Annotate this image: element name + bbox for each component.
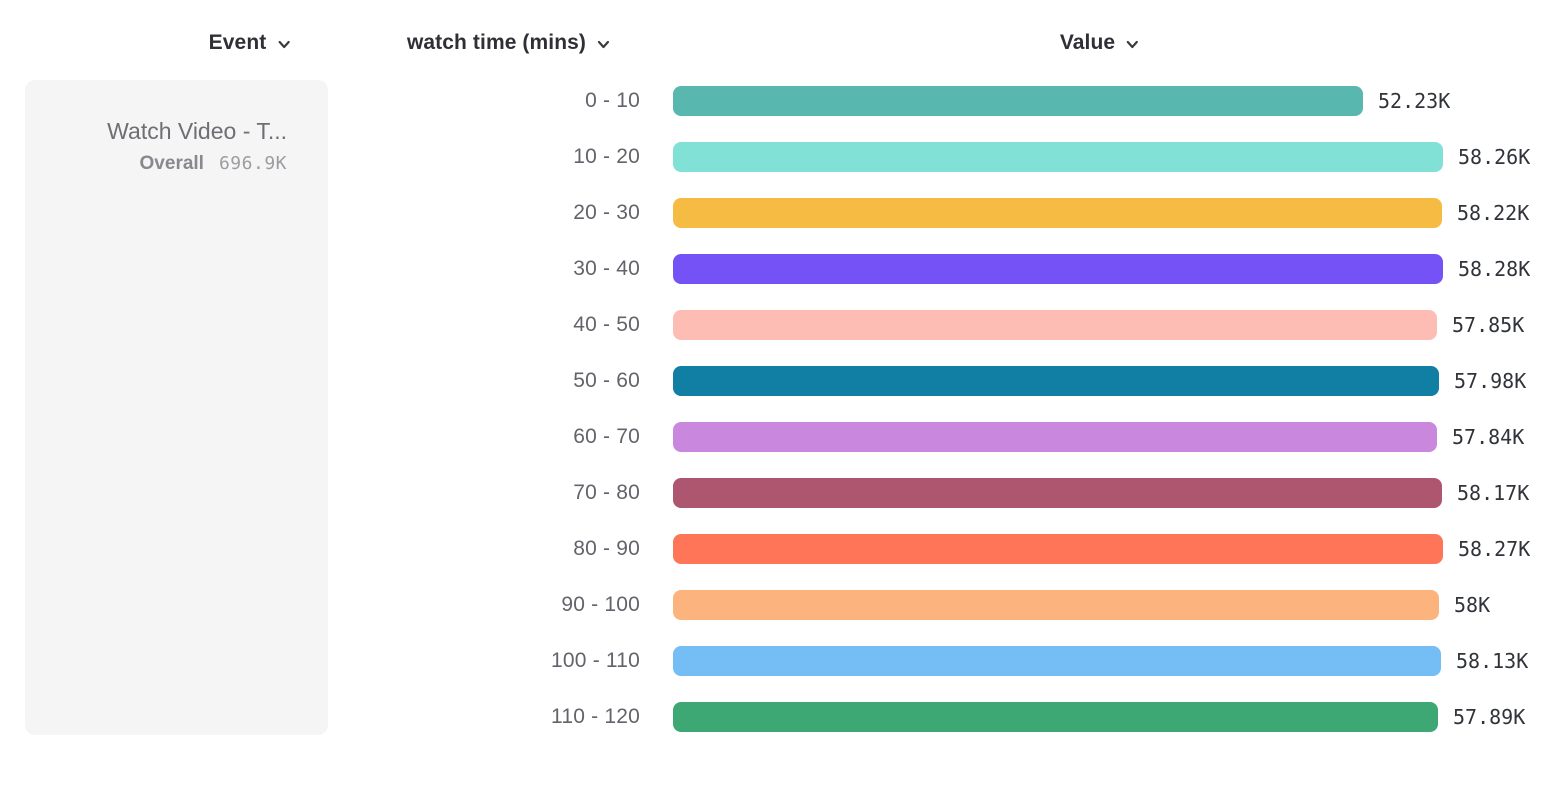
bar-segment[interactable] xyxy=(673,366,1439,396)
category-label: 80 - 90 xyxy=(573,537,640,560)
category-label: 100 - 110 xyxy=(551,649,640,672)
category-label: 30 - 40 xyxy=(573,257,640,280)
chart-row: 80 - 90 58.27K xyxy=(0,534,1568,564)
category-label: 40 - 50 xyxy=(573,313,640,336)
bar-value-label: 52.23K xyxy=(1378,89,1451,113)
category-label: 90 - 100 xyxy=(561,593,640,616)
bar-segment[interactable] xyxy=(673,142,1443,172)
chart-row: 50 - 60 57.98K xyxy=(0,366,1568,396)
column-header-event-label: Event xyxy=(208,31,267,54)
event-title: Watch Video - T... xyxy=(107,118,287,144)
category-label: 10 - 20 xyxy=(573,145,640,168)
bar-value-label: 58.22K xyxy=(1457,201,1530,225)
chevron-down-icon xyxy=(1127,40,1139,49)
overall-label: Overall xyxy=(139,153,204,174)
category-label: 0 - 10 xyxy=(585,89,640,112)
bar-value-label: 57.89K xyxy=(1453,705,1526,729)
chart-row: 60 - 70 57.84K xyxy=(0,422,1568,452)
category-label: 50 - 60 xyxy=(573,369,640,392)
bar-segment[interactable] xyxy=(673,86,1363,116)
chart-row: 10 - 20 58.26K xyxy=(0,142,1568,172)
chart-row: 40 - 50 57.85K xyxy=(0,310,1568,340)
bar-value-label: 57.85K xyxy=(1452,313,1525,337)
bar-segment[interactable] xyxy=(673,590,1439,620)
chart-row: 30 - 40 58.28K xyxy=(0,254,1568,284)
bar-segment[interactable] xyxy=(673,646,1441,676)
category-label: 60 - 70 xyxy=(573,425,640,448)
bar-segment[interactable] xyxy=(673,310,1437,340)
column-header-value[interactable]: Value xyxy=(1060,27,1140,59)
bar-value-label: 58.17K xyxy=(1457,481,1530,505)
bar-segment[interactable] xyxy=(673,198,1442,228)
chevron-down-icon xyxy=(278,40,290,49)
bar-value-label: 57.84K xyxy=(1452,425,1525,449)
bar-value-label: 58K xyxy=(1454,593,1491,617)
overall-value: 696.9K xyxy=(218,153,287,174)
column-header-event[interactable]: Event xyxy=(209,27,292,59)
event-overall-row: Overall 696.9K xyxy=(25,153,287,175)
chart-row: 0 - 10 52.23K xyxy=(0,86,1568,116)
chart-row: 110 - 120 57.89K xyxy=(0,702,1568,732)
event-card[interactable]: Watch Video - T... Overall 696.9K xyxy=(25,80,328,735)
column-header-value-label: Value xyxy=(1059,31,1116,54)
chart-row: 20 - 30 58.22K xyxy=(0,198,1568,228)
category-label: 20 - 30 xyxy=(573,201,640,224)
chart-row: 100 - 110 58.13K xyxy=(0,646,1568,676)
bar-value-label: 58.28K xyxy=(1458,257,1531,281)
bar-value-label: 58.13K xyxy=(1456,649,1529,673)
bar-value-label: 58.26K xyxy=(1458,145,1531,169)
bar-segment[interactable] xyxy=(673,254,1443,284)
chart-row: 70 - 80 58.17K xyxy=(0,478,1568,508)
column-header-breakdown[interactable]: watch time (mins) xyxy=(407,27,611,59)
bar-segment[interactable] xyxy=(673,534,1443,564)
bar-value-label: 57.98K xyxy=(1454,369,1527,393)
chart-row: 90 - 100 58K xyxy=(0,590,1568,620)
category-label: 110 - 120 xyxy=(551,705,640,728)
bar-segment[interactable] xyxy=(673,478,1442,508)
chevron-down-icon xyxy=(597,40,610,49)
bar-segment[interactable] xyxy=(673,702,1438,732)
category-label: 70 - 80 xyxy=(573,481,640,504)
column-header-breakdown-label: watch time (mins) xyxy=(406,31,587,54)
bar-segment[interactable] xyxy=(673,422,1437,452)
bar-value-label: 58.27K xyxy=(1458,537,1531,561)
